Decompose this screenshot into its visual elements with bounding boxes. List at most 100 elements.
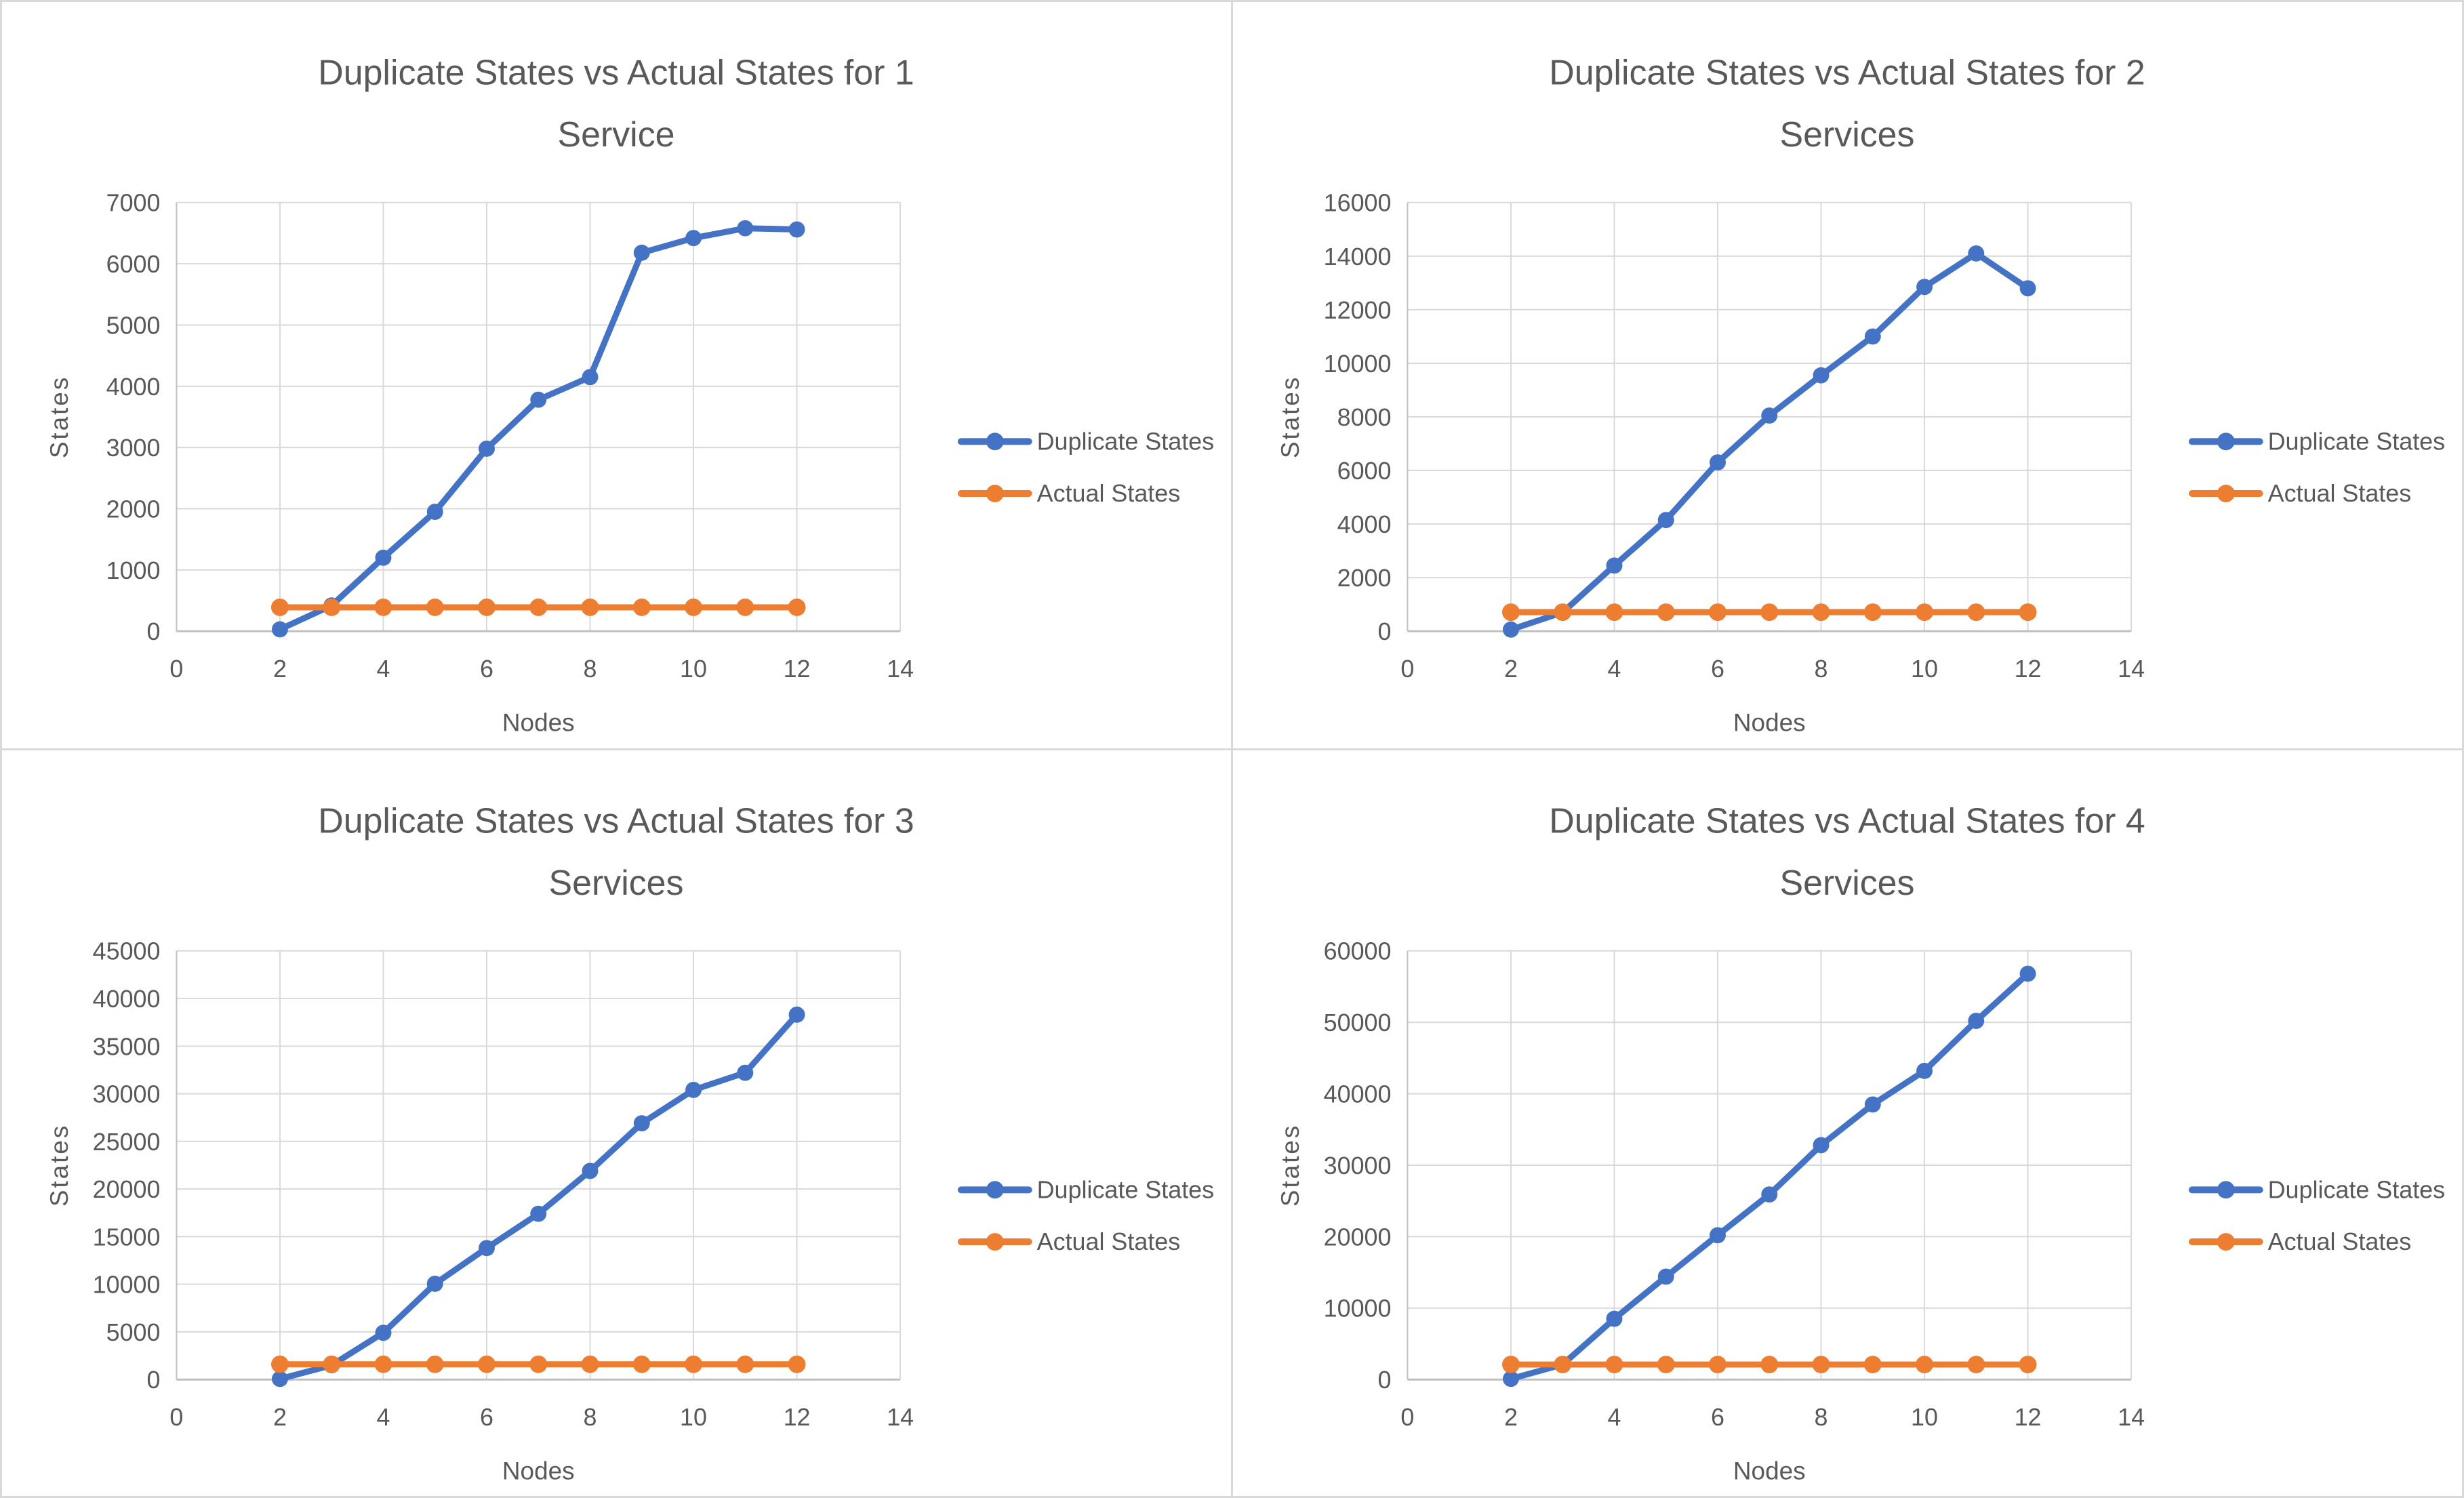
- data-point-duplicate-states: [1657, 1268, 1674, 1284]
- x-axis-title: Nodes: [1733, 1457, 1806, 1484]
- data-point-actual-states: [1605, 1355, 1623, 1373]
- data-point-duplicate-states: [788, 221, 805, 238]
- legend-swatch-marker-actual-states: [986, 485, 1004, 502]
- x-tick-label: 6: [480, 1403, 493, 1430]
- legend-swatch-marker-duplicate-states: [986, 432, 1004, 451]
- data-point-duplicate-states: [737, 1064, 754, 1081]
- x-tick-label: 4: [1607, 655, 1621, 683]
- legend-swatch-marker-duplicate-states: [2217, 432, 2235, 451]
- data-point-actual-states: [426, 599, 444, 616]
- data-point-duplicate-states: [375, 1324, 392, 1341]
- data-point-actual-states: [736, 1355, 754, 1373]
- data-point-actual-states: [1760, 603, 1779, 622]
- data-point-duplicate-states: [1916, 279, 1933, 296]
- y-tick-label: 10000: [1324, 1295, 1392, 1322]
- x-tick-label: 6: [1711, 1403, 1724, 1430]
- legend-label-actual-states: Actual States: [1037, 1228, 1181, 1255]
- legend-label-actual-states: Actual States: [2268, 480, 2412, 507]
- x-tick-label: 8: [584, 1403, 597, 1430]
- data-point-duplicate-states: [426, 1275, 443, 1292]
- data-point-actual-states: [1812, 603, 1830, 622]
- data-point-duplicate-states: [1761, 407, 1778, 424]
- y-tick-label: 2000: [1337, 565, 1392, 592]
- x-tick-label: 8: [1815, 655, 1828, 683]
- chart-title-line-2: Service: [558, 115, 675, 154]
- data-point-duplicate-states: [582, 369, 599, 386]
- x-tick-label: 2: [1504, 655, 1518, 683]
- data-point-actual-states: [1501, 603, 1520, 622]
- data-point-actual-states: [1501, 1355, 1520, 1373]
- data-point-actual-states: [1760, 1355, 1779, 1373]
- data-point-actual-states: [1863, 1355, 1882, 1373]
- data-point-actual-states: [1863, 603, 1882, 622]
- data-point-duplicate-states: [685, 230, 702, 247]
- x-tick-label: 10: [1911, 1403, 1938, 1430]
- legend-label-actual-states: Actual States: [1037, 480, 1181, 507]
- legend-swatch-marker-duplicate-states: [2217, 1180, 2235, 1198]
- data-point-duplicate-states: [479, 1239, 495, 1256]
- y-tick-label: 60000: [1324, 937, 1392, 965]
- data-point-actual-states: [323, 599, 341, 616]
- data-point-duplicate-states: [633, 244, 650, 261]
- y-tick-label: 50000: [1324, 1009, 1392, 1036]
- legend-label-duplicate-states: Duplicate States: [1037, 1176, 1214, 1203]
- y-tick-label: 40000: [1324, 1080, 1392, 1108]
- data-point-actual-states: [529, 599, 548, 616]
- line-chart-2-services: 0 2000 4000 6000 8000 10000 12000 14000 16000 0 2 4…: [1276, 53, 2445, 737]
- data-point-actual-states: [581, 599, 599, 616]
- y-tick-label: 8000: [1337, 404, 1392, 431]
- y-tick-label: 30000: [93, 1080, 161, 1108]
- y-tick-label: 14000: [1324, 243, 1392, 270]
- data-point-actual-states: [2019, 1355, 2037, 1373]
- x-tick-label: 12: [2015, 655, 2042, 683]
- legend-label-actual-states: Actual States: [2268, 1228, 2412, 1255]
- y-axis-title: States: [1276, 1123, 1304, 1206]
- data-point-actual-states: [374, 1355, 392, 1373]
- data-point-duplicate-states: [1968, 1012, 1985, 1029]
- x-tick-label: 8: [584, 655, 597, 683]
- data-point-duplicate-states: [271, 621, 288, 638]
- x-tick-label: 2: [273, 655, 287, 683]
- x-axis-title: Nodes: [502, 1457, 575, 1484]
- data-point-actual-states: [632, 1355, 651, 1373]
- data-point-actual-states: [1967, 1355, 1985, 1373]
- data-point-actual-states: [529, 1355, 548, 1373]
- data-point-actual-states: [1916, 603, 1934, 622]
- y-tick-label: 0: [1378, 618, 1392, 645]
- data-point-actual-states: [685, 599, 703, 616]
- legend-label-duplicate-states: Duplicate States: [1037, 428, 1214, 455]
- x-tick-label: 10: [680, 1403, 707, 1430]
- legend-swatch-marker-actual-states: [2217, 485, 2235, 502]
- legend-swatch-marker-actual-states: [986, 1232, 1004, 1251]
- data-point-actual-states: [2019, 603, 2037, 622]
- x-tick-label: 4: [376, 655, 390, 683]
- data-point-duplicate-states: [737, 220, 754, 237]
- x-tick-label: 14: [2118, 655, 2145, 683]
- data-point-duplicate-states: [479, 441, 495, 457]
- data-point-duplicate-states: [1916, 1062, 1933, 1079]
- y-axis-title: States: [45, 376, 73, 458]
- y-tick-label: 3000: [106, 434, 161, 462]
- data-point-duplicate-states: [1606, 557, 1623, 574]
- data-point-duplicate-states: [1606, 1310, 1623, 1327]
- data-point-actual-states: [1554, 603, 1572, 622]
- x-tick-label: 12: [784, 1403, 811, 1430]
- series-line-duplicate-states: [277, 1011, 801, 1382]
- y-tick-label: 5000: [106, 312, 161, 339]
- data-point-actual-states: [1812, 1355, 1830, 1373]
- y-tick-label: 45000: [93, 937, 161, 965]
- y-tick-label: 10000: [1324, 350, 1392, 378]
- y-tick-label: 1000: [106, 557, 161, 584]
- data-point-duplicate-states: [530, 1205, 547, 1222]
- data-point-duplicate-states: [271, 1370, 288, 1387]
- x-tick-label: 14: [2118, 1403, 2145, 1430]
- data-point-actual-states: [1916, 1355, 1934, 1373]
- data-point-actual-states: [788, 599, 806, 616]
- data-point-actual-states: [1967, 603, 1985, 622]
- chart-title-line-1: Duplicate States vs Actual States for 2: [1549, 53, 2145, 92]
- data-point-duplicate-states: [1502, 621, 1519, 638]
- data-point-actual-states: [478, 599, 496, 616]
- data-point-duplicate-states: [2019, 280, 2036, 297]
- gridlines: [176, 950, 902, 1379]
- data-point-duplicate-states: [685, 1081, 702, 1098]
